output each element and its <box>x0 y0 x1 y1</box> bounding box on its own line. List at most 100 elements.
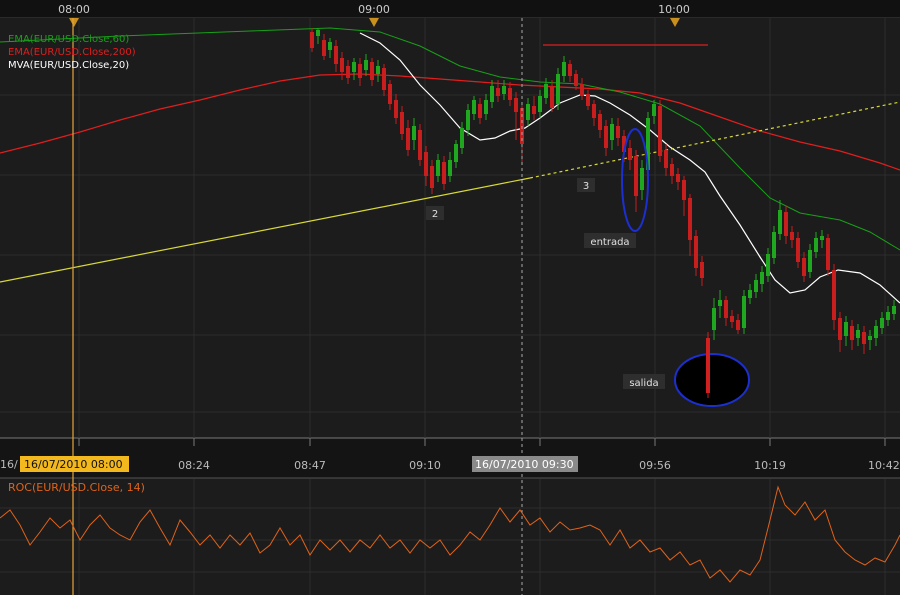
trendline-dashed[interactable] <box>529 101 900 179</box>
exit-label: salida <box>629 378 658 389</box>
candle <box>388 84 392 104</box>
candle <box>418 130 422 160</box>
candle <box>670 164 674 176</box>
candle <box>382 68 386 90</box>
candle <box>778 210 782 234</box>
candle <box>826 238 830 270</box>
candle <box>364 60 368 70</box>
entry-label: entrada <box>590 237 629 248</box>
time-axis-clipped-label: 16/ <box>0 458 18 471</box>
candle <box>694 236 698 268</box>
candle <box>340 58 344 72</box>
candle <box>574 74 578 86</box>
candle <box>322 40 326 56</box>
candle <box>328 42 332 50</box>
candle <box>862 332 866 344</box>
candle <box>700 262 704 278</box>
candle <box>442 162 446 184</box>
candle <box>850 326 854 340</box>
main-plot-area[interactable] <box>0 18 900 438</box>
candle <box>430 166 434 188</box>
candle <box>334 46 338 64</box>
candle <box>466 110 470 130</box>
candle <box>832 270 836 320</box>
candle <box>424 152 428 176</box>
top-axis-bar <box>0 0 900 18</box>
roc-line <box>0 485 900 583</box>
gridlines <box>0 18 900 595</box>
point-3-label-bg <box>577 178 595 192</box>
candle <box>790 232 794 240</box>
session-marker-icon[interactable] <box>670 18 680 27</box>
candle <box>646 118 650 170</box>
candle <box>616 126 620 138</box>
candle <box>544 84 548 98</box>
candle <box>310 32 314 48</box>
candle <box>562 62 566 76</box>
exit-label-bg <box>623 374 665 389</box>
entry-ellipse[interactable] <box>621 128 649 232</box>
candle <box>658 106 662 156</box>
candle <box>448 160 452 176</box>
candle <box>628 148 632 160</box>
candle <box>472 100 476 114</box>
candle <box>400 112 404 134</box>
time-highlight-bg <box>20 456 129 472</box>
candle <box>682 180 686 200</box>
candle <box>484 100 488 114</box>
candle <box>532 106 536 114</box>
candle <box>406 128 410 150</box>
candle <box>460 128 464 148</box>
candle <box>802 258 806 276</box>
candle <box>496 88 500 96</box>
cursor-time-bg <box>472 456 578 472</box>
candle <box>712 308 716 330</box>
candle <box>718 300 722 306</box>
time-highlight-label: 16/07/2010 08:00 <box>24 458 123 471</box>
candle <box>886 312 890 320</box>
candle <box>784 212 788 236</box>
candle <box>724 300 728 318</box>
candle <box>376 66 380 74</box>
session-marker-icon[interactable] <box>369 18 379 27</box>
candle <box>706 338 710 393</box>
session-marker-icon[interactable] <box>69 18 79 27</box>
candle <box>316 30 320 36</box>
candle <box>856 330 860 338</box>
candle <box>688 198 692 240</box>
time-axis-tick: 09:10 <box>409 459 441 472</box>
candle <box>796 238 800 262</box>
entry-label-bg <box>584 233 636 248</box>
candle <box>352 62 356 72</box>
candle <box>412 126 416 140</box>
candle <box>598 114 602 130</box>
candle <box>772 232 776 258</box>
candle <box>676 174 680 182</box>
time-axis-tick: 08:24 <box>178 459 210 472</box>
candle <box>526 104 530 120</box>
roc-panel[interactable] <box>0 479 900 595</box>
candle <box>370 62 374 80</box>
candle <box>808 250 812 272</box>
trendline-solid[interactable] <box>0 177 531 283</box>
legend: EMA(EUR/USD.Close,60) EMA(EUR/USD.Close,… <box>8 34 136 71</box>
candle <box>568 64 572 76</box>
exit-ellipse[interactable] <box>674 353 750 407</box>
candle <box>634 156 638 196</box>
candle <box>550 86 554 108</box>
top-axis: 08:00 09:00 10:00 <box>58 3 690 27</box>
point-2-label-bg <box>426 206 444 220</box>
top-axis-tick: 08:00 <box>58 3 90 16</box>
candle <box>538 96 542 112</box>
candle <box>358 64 362 78</box>
candle <box>664 150 668 168</box>
top-axis-tick: 10:00 <box>658 3 690 16</box>
candle <box>610 124 614 140</box>
candle <box>592 104 596 118</box>
candle <box>580 84 584 96</box>
candle <box>754 280 758 292</box>
candle <box>640 168 644 190</box>
candle <box>502 86 506 94</box>
roc-label: ROC(EUR/USD.Close, 14) <box>8 481 145 494</box>
